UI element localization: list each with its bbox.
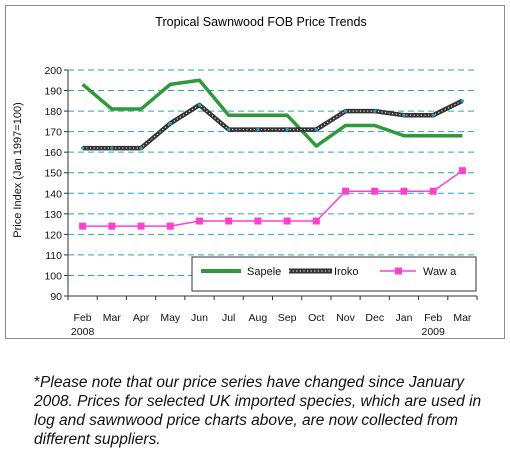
series-dots-iroko <box>82 100 463 149</box>
y-tick-label: 140 <box>44 188 62 200</box>
x-tick-label: Jul <box>222 312 235 324</box>
point-wawa <box>166 222 174 230</box>
y-axis-title: Price Index (Jan 1997=100) <box>12 102 24 237</box>
legend-item-iroko: Iroko <box>289 266 358 278</box>
gridlines <box>68 69 477 276</box>
x-year-label: 2009 <box>421 326 445 338</box>
chart-title: Tropical Sawnwood FOB Price Trends <box>155 15 366 29</box>
y-tick-label: 110 <box>45 250 62 262</box>
x-tick-label: Sep <box>278 312 297 324</box>
legend-label-sapele: Sapele <box>247 266 281 278</box>
footnote: *Please note that our price series have … <box>34 373 504 449</box>
x-tick-label: Mar <box>453 312 472 324</box>
legend-item-wawa: Waw a <box>380 266 457 278</box>
y-tick-label: 130 <box>44 209 62 221</box>
point-iroko <box>431 113 435 117</box>
point-wawa <box>283 217 291 225</box>
x-tick-label: Oct <box>308 312 324 324</box>
point-iroko <box>285 127 289 132</box>
point-iroko <box>81 146 85 150</box>
point-iroko <box>402 113 406 117</box>
x-tick-label: Aug <box>249 312 268 324</box>
y-tick-label: 180 <box>44 106 62 118</box>
point-wawa <box>137 222 145 230</box>
point-wawa <box>254 217 262 225</box>
x-year-label: 2008 <box>71 326 95 338</box>
x-tick-label: May <box>160 312 181 324</box>
point-iroko <box>227 127 231 132</box>
point-wawa <box>371 187 379 195</box>
tick-labels: 90 100 110 120 130 140 150 160 170 180 190 200 Feb Ma… <box>44 65 471 338</box>
point-wawa <box>429 187 437 195</box>
series-line-wawa <box>82 170 463 227</box>
point-iroko <box>110 146 114 150</box>
x-tick-label: Apr <box>133 312 150 324</box>
series-lines <box>79 78 466 230</box>
point-wawa <box>225 217 233 225</box>
y-tick-label: 150 <box>44 168 62 180</box>
y-tick-label: 100 <box>44 270 62 282</box>
footnote-asterisk: * <box>34 374 41 391</box>
legend-label-wawa: Waw a <box>423 266 457 278</box>
y-tick-label: 190 <box>44 86 62 98</box>
point-iroko <box>373 109 377 113</box>
point-wawa <box>108 222 116 230</box>
y-tick-label: 170 <box>44 127 62 139</box>
legend-box <box>191 256 477 292</box>
point-wawa <box>342 187 350 195</box>
axes <box>64 69 478 300</box>
x-tick-label: Dec <box>365 312 384 324</box>
series-line-sapele <box>81 78 463 148</box>
point-iroko <box>314 127 318 132</box>
point-wawa <box>79 222 87 230</box>
legend-marker-wawa <box>395 267 402 275</box>
x-tick-label: Jun <box>191 312 208 324</box>
y-tick-label: 90 <box>50 291 62 303</box>
point-wawa <box>312 217 320 225</box>
point-wawa <box>400 187 408 195</box>
point-wawa <box>458 167 466 175</box>
legend: Sapele Iroko Waw a <box>191 256 477 292</box>
x-tick-label: Feb <box>74 312 92 324</box>
line-chart: Tropical Sawnwood FOB Price Trends 90 100… <box>12 15 478 338</box>
point-iroko <box>256 127 260 132</box>
point-iroko <box>343 109 348 113</box>
x-tick-label: Nov <box>336 312 355 324</box>
legend-label-iroko: Iroko <box>334 266 358 278</box>
point-iroko <box>139 146 143 150</box>
y-tick-label: 120 <box>44 229 62 241</box>
footnote-text: Please note that our price series have c… <box>34 374 482 448</box>
point-wawa <box>195 217 203 225</box>
x-tick-label: Jan <box>395 312 412 324</box>
point-iroko <box>168 121 172 126</box>
point-iroko <box>197 103 202 107</box>
point-iroko <box>460 99 464 103</box>
y-tick-label: 160 <box>44 147 62 159</box>
x-tick-label: Mar <box>103 312 122 324</box>
y-tick-label: 200 <box>44 65 62 77</box>
x-tick-label: Feb <box>424 312 442 324</box>
legend-item-sapele: Sapele <box>201 266 281 278</box>
chart-container: Tropical Sawnwood FOB Price Trends 90 100… <box>5 5 505 339</box>
